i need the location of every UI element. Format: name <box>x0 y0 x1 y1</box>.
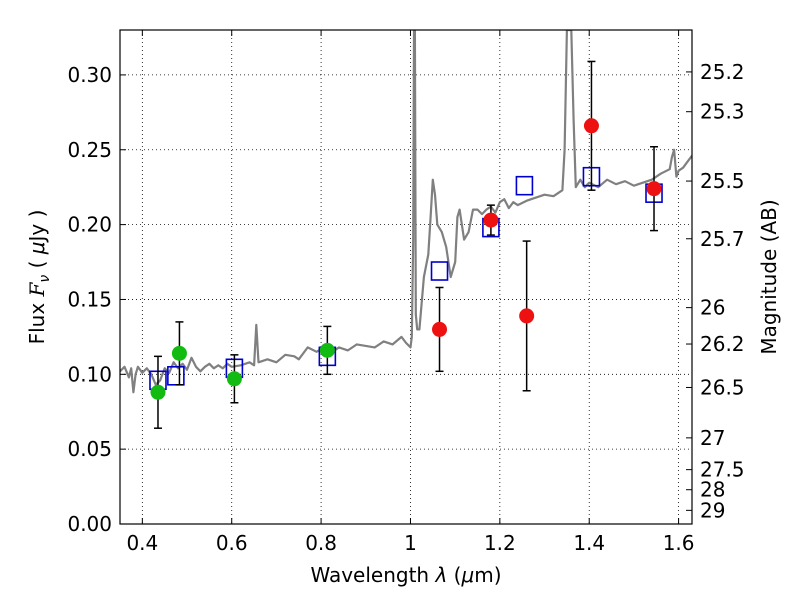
mag-tick-label: 28 <box>700 478 725 502</box>
mag-tick-label: 25.5 <box>700 169 745 193</box>
mag-tick-label: 25.7 <box>700 227 745 251</box>
red-point <box>483 212 499 228</box>
red-point <box>432 321 448 337</box>
axis-ticks: 0.4 0.6 0.8 1 1.2 1.4 1.6 0.00 0.05 0.10 0.15 0.20 0… <box>67 30 745 555</box>
x-tick-label: 1 <box>404 531 417 555</box>
green-point <box>150 384 166 400</box>
y-tick-label: 0.30 <box>67 63 112 87</box>
x-tick-label: 1.2 <box>484 531 516 555</box>
green-point <box>319 342 335 358</box>
y-tick-label: 0.20 <box>67 213 112 237</box>
x-axis-title: Wavelength λ (μm) <box>310 563 501 587</box>
x-tick-label: 0.4 <box>126 531 158 555</box>
y-tick-label: 0.00 <box>67 512 112 536</box>
y-tick-label: 0.15 <box>67 287 112 311</box>
model-square-point <box>430 261 449 281</box>
x-tick-label: 1.6 <box>663 531 695 555</box>
red-point <box>519 308 535 324</box>
green-point <box>171 345 187 361</box>
mag-tick-label: 27 <box>700 426 725 450</box>
x-tick-label: 0.6 <box>216 531 248 555</box>
green-point <box>226 371 242 387</box>
y2-axis-title: Magnitude (AB) <box>757 199 781 354</box>
x-tick-label: 0.8 <box>305 531 337 555</box>
mag-tick-label: 25.2 <box>700 60 745 84</box>
mag-tick-label: 26.5 <box>700 375 745 399</box>
model-square-point <box>515 175 534 196</box>
plot-area <box>120 30 692 429</box>
template-spectrum-line <box>120 30 692 394</box>
mag-tick-label: 26.2 <box>700 332 745 356</box>
y-tick-label: 0.25 <box>67 138 112 162</box>
mag-tick-label: 29 <box>700 498 725 522</box>
mag-tick-label: 27.5 <box>700 458 745 482</box>
mag-tick-label: 25.3 <box>700 100 745 124</box>
y-tick-label: 0.10 <box>67 362 112 386</box>
y-axis-title: Flux Fν ( μJy ) <box>25 210 53 345</box>
y-tick-label: 0.05 <box>67 437 112 461</box>
red-point <box>583 118 599 134</box>
x-tick-label: 1.4 <box>573 531 605 555</box>
plot-frame <box>119 29 693 525</box>
mag-tick-label: 26 <box>700 296 725 320</box>
red-point <box>646 181 662 197</box>
